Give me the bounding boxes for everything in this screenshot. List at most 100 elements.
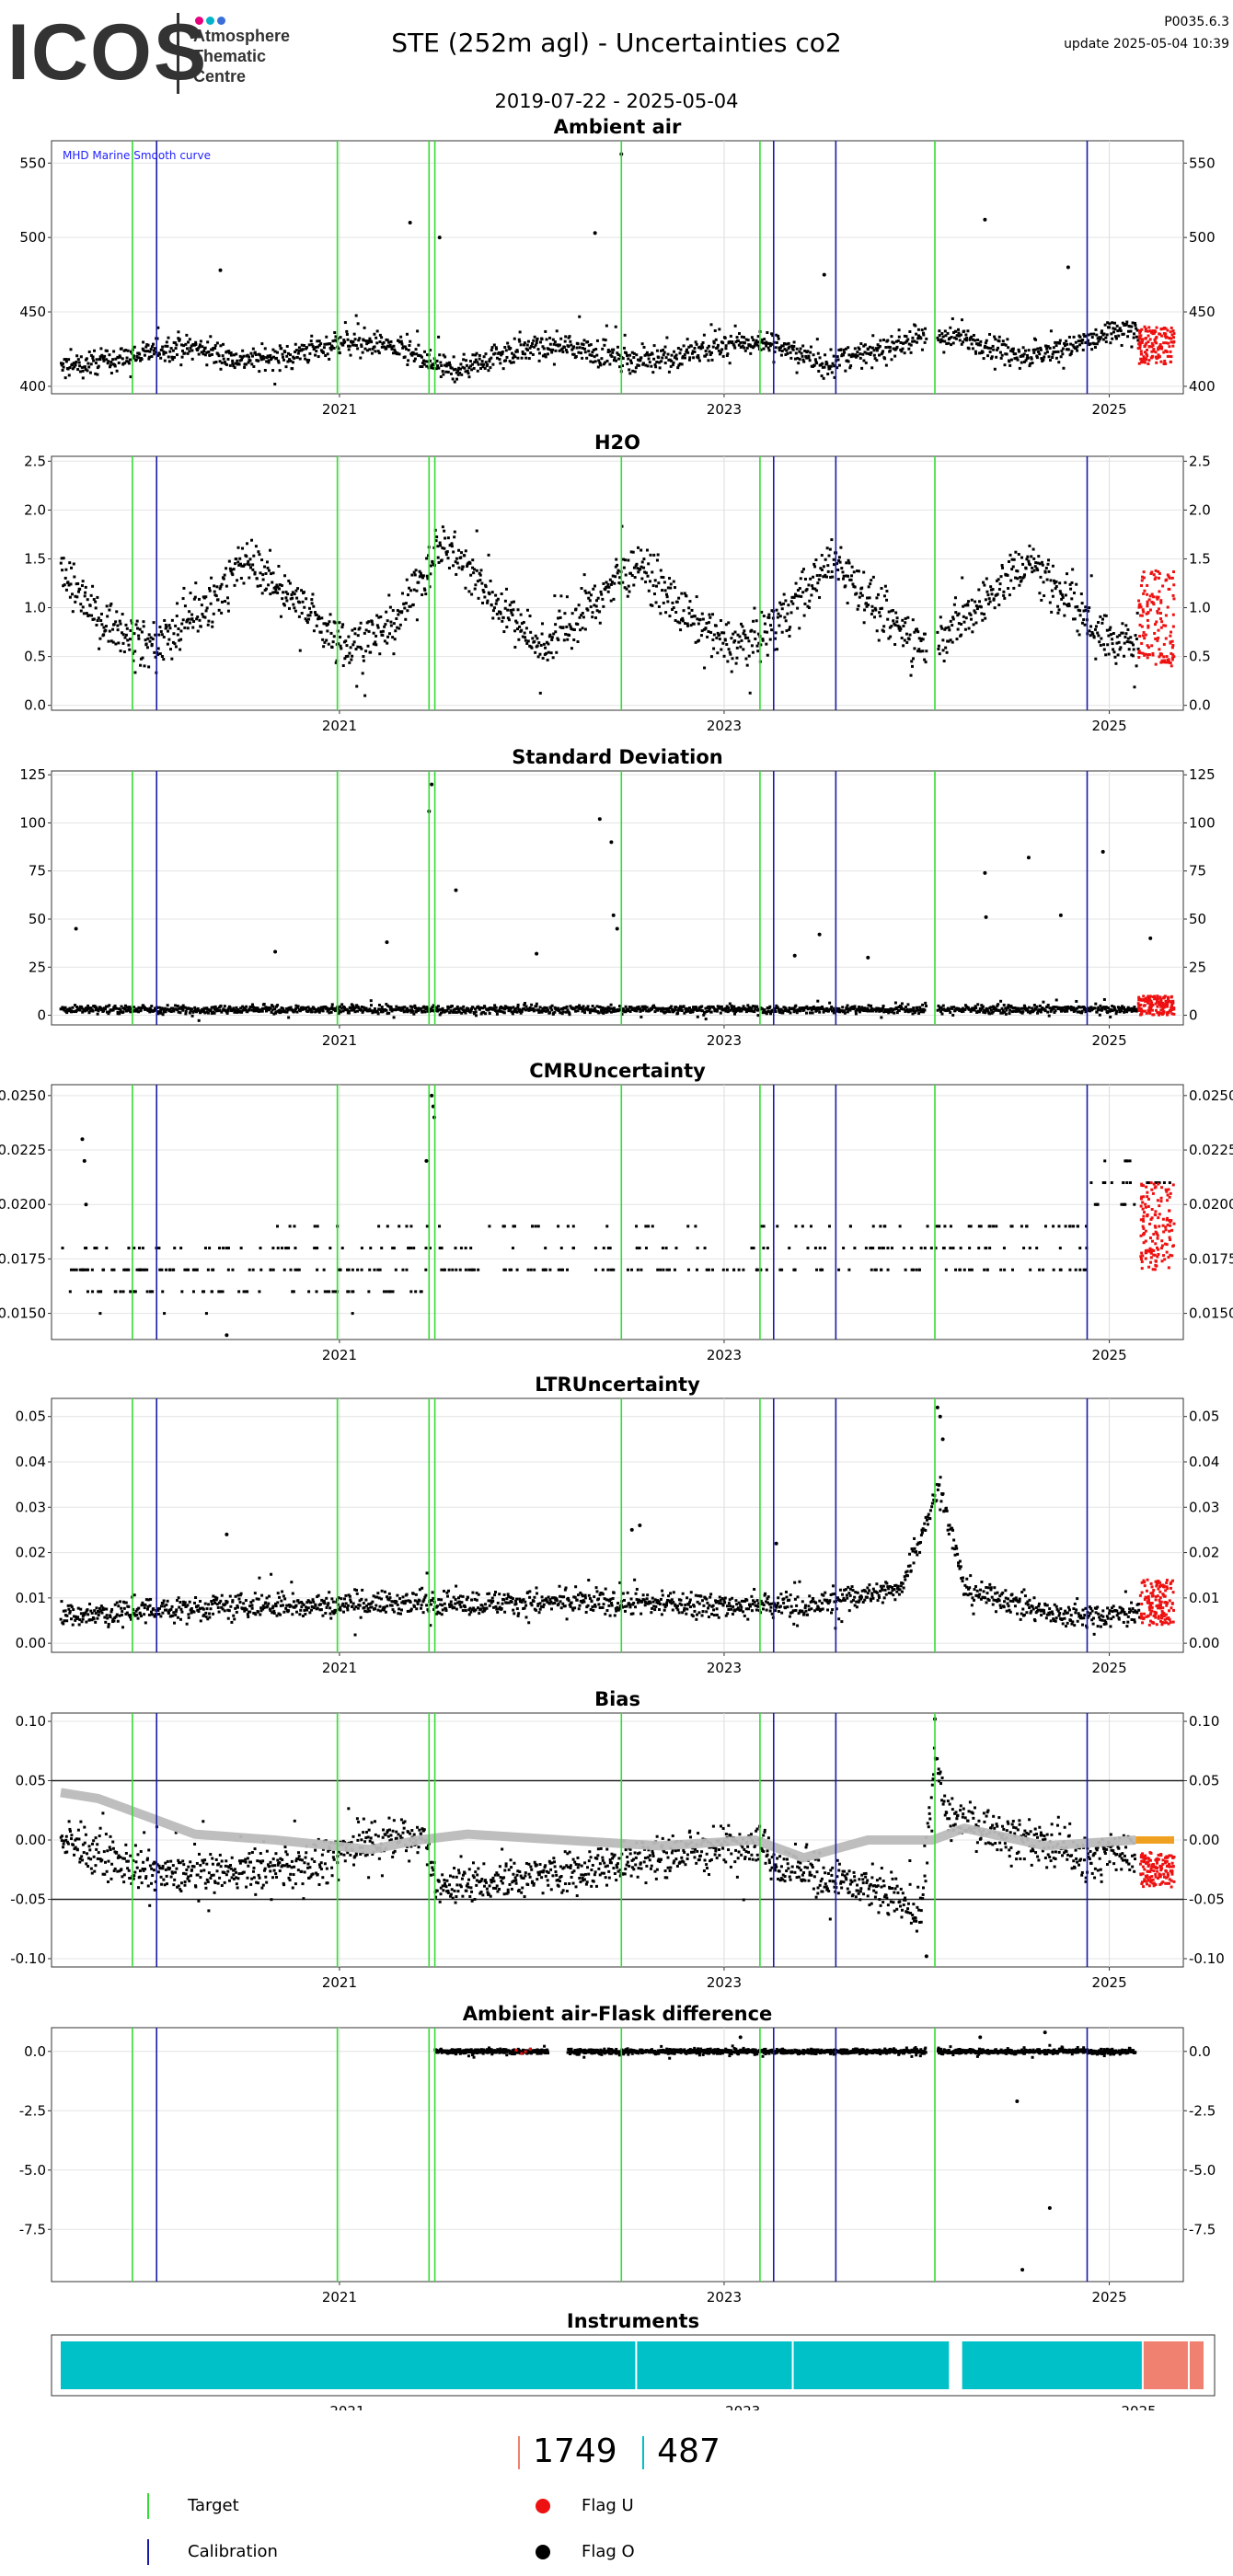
data-point [1097, 621, 1100, 625]
data-point [300, 589, 304, 592]
data-point [655, 584, 659, 588]
data-point [972, 338, 975, 341]
data-point [594, 599, 598, 603]
data-point [225, 362, 228, 366]
data-point [896, 339, 900, 342]
data-point [885, 598, 889, 602]
data-point [455, 561, 459, 565]
data-point [75, 354, 79, 358]
data-point [140, 1006, 144, 1010]
data-point [814, 558, 818, 561]
data-point [280, 1006, 283, 1009]
data-point [308, 351, 312, 355]
data-point [602, 338, 605, 341]
data-point [211, 625, 214, 628]
data-point [730, 670, 733, 673]
data-point [837, 363, 841, 367]
data-point [209, 602, 213, 605]
data-point [789, 351, 792, 354]
data-point [628, 1006, 631, 1009]
data-point [898, 625, 902, 628]
data-point [682, 344, 686, 348]
data-point [1052, 1006, 1055, 1010]
data-point [189, 592, 192, 595]
panel-frame [51, 140, 1184, 395]
x-tick-label: 2023 [707, 401, 742, 418]
data-point [283, 351, 287, 354]
data-point [978, 343, 982, 347]
data-point [76, 368, 80, 372]
data-point [899, 627, 903, 631]
data-point [1029, 1011, 1032, 1015]
data-point [465, 359, 468, 362]
data-point [435, 359, 439, 362]
data-point [94, 600, 98, 604]
data-point [709, 1006, 712, 1010]
data-point [444, 553, 448, 557]
data-point [803, 1006, 807, 1009]
data-point [746, 1004, 750, 1007]
data-point [535, 1002, 538, 1006]
data-point [908, 1009, 912, 1013]
data-point [903, 1007, 906, 1011]
data-point [813, 358, 817, 362]
data-point [79, 603, 83, 606]
data-point [349, 353, 352, 357]
data-point [1093, 346, 1097, 350]
data-point [421, 574, 425, 578]
data-point [466, 564, 469, 568]
data-point [213, 347, 217, 351]
data-point [527, 357, 531, 361]
flag-u-point [1160, 652, 1164, 656]
data-point [679, 628, 683, 632]
data-point [975, 607, 979, 611]
data-point [997, 335, 1001, 339]
data-point [196, 1008, 200, 1012]
data-point [854, 1009, 858, 1013]
flag-u-point [1157, 576, 1160, 580]
data-point [1036, 561, 1040, 565]
data-point [687, 612, 691, 615]
data-point [721, 641, 725, 645]
data-point [305, 1006, 308, 1010]
data-point [889, 349, 893, 352]
data-point [1104, 1006, 1108, 1009]
data-point [775, 1004, 778, 1007]
data-point [293, 1009, 296, 1013]
data-point [441, 546, 444, 550]
flag-u-point [1158, 590, 1161, 593]
data-point [822, 565, 825, 569]
data-point [628, 590, 631, 593]
data-point [468, 561, 472, 565]
data-point [515, 1010, 519, 1014]
data-point [905, 1007, 909, 1011]
data-point [464, 586, 467, 590]
data-point [739, 622, 743, 626]
data-point [1061, 595, 1065, 599]
data-point [997, 603, 1001, 606]
data-point [238, 557, 242, 560]
data-point [1002, 593, 1006, 597]
data-point [479, 569, 483, 572]
data-point [134, 623, 138, 627]
data-point [154, 1008, 157, 1012]
data-point [1118, 327, 1122, 330]
data-point [709, 615, 712, 619]
data-point [728, 362, 732, 365]
data-point [970, 1006, 974, 1010]
data-point [132, 356, 135, 360]
data-point [778, 349, 781, 352]
data-point [460, 1011, 464, 1015]
data-point [316, 345, 319, 349]
data-point [450, 545, 454, 548]
flag-u-point [1141, 339, 1145, 343]
data-point [494, 593, 498, 597]
data-point [1063, 614, 1066, 617]
flag-u-point [1142, 570, 1146, 574]
data-point [1072, 335, 1076, 339]
data-point [798, 358, 801, 362]
data-point [893, 623, 897, 627]
data-point [875, 1006, 879, 1010]
data-point [63, 358, 66, 362]
data-point [360, 1008, 363, 1012]
